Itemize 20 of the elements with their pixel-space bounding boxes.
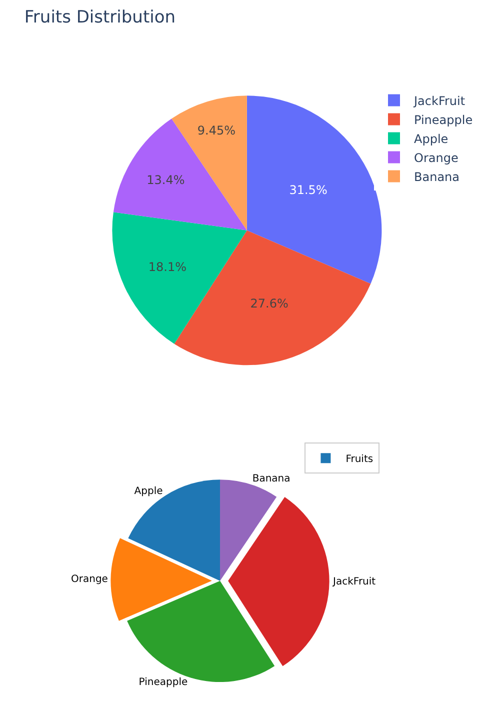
data-label: 13.4% [146,172,185,187]
data-label: 9.45% [197,124,236,138]
legend-label: Pineapple [414,112,473,127]
slice-label: JackFruit [332,576,376,588]
legend-label: Apple [414,132,448,146]
legend-label: Fruits [346,454,374,465]
pie-slice [113,118,247,230]
slice-label: Orange [70,574,108,585]
legend-label: JackFruit [413,94,466,108]
legend-label: Orange [414,150,458,165]
slice-label: Apple [134,486,163,498]
chart-title: Fruits Distribution [24,8,176,28]
data-label: 18.1% [148,260,186,274]
legend-label: Banana [414,170,460,184]
data-label: 27.6% [250,296,288,311]
pie-slice [246,96,382,284]
slice-label: Banana [252,474,290,485]
data-label: 31.5% [289,183,328,198]
slice-label: Pineapple [138,677,188,688]
pie-slice [112,212,247,344]
